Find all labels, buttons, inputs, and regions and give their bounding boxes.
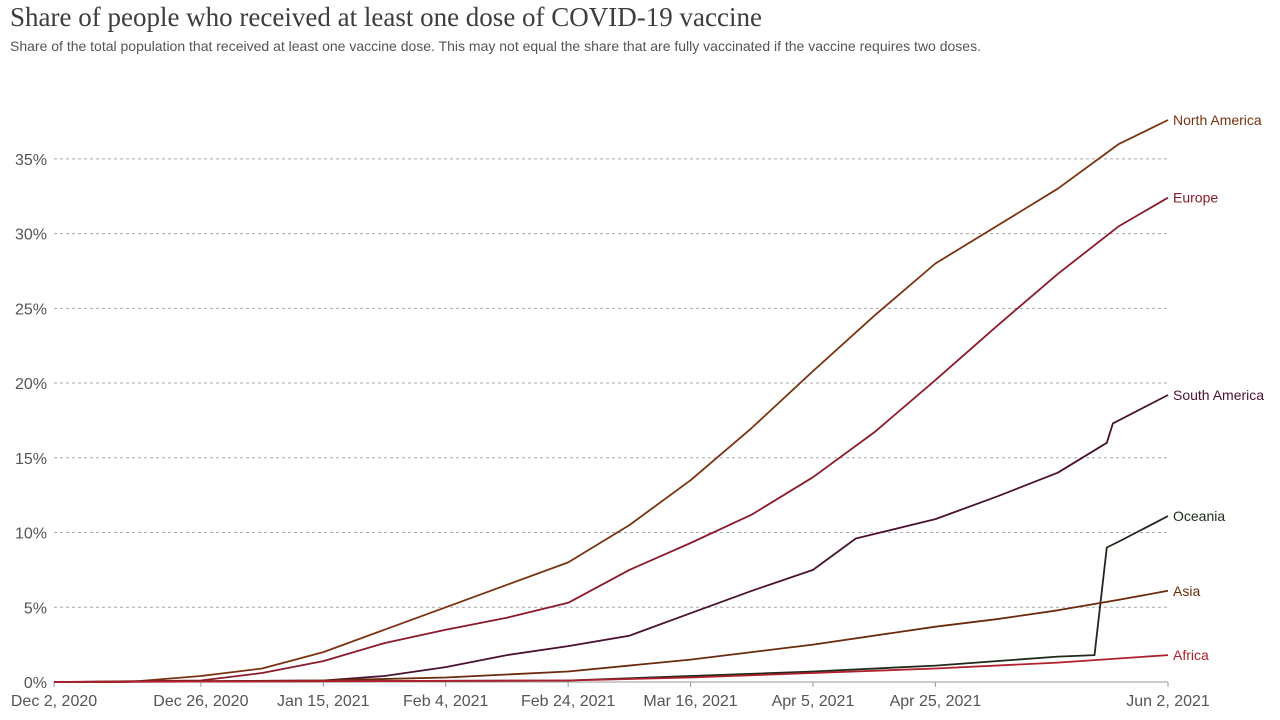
series-lines bbox=[53, 119, 1169, 683]
y-tick-label: 25% bbox=[15, 301, 47, 318]
series-line-europe bbox=[53, 196, 1169, 683]
series-label-africa: Africa bbox=[1173, 647, 1209, 663]
series-line-oceania bbox=[53, 515, 1169, 683]
x-tick-label: Apr 25, 2021 bbox=[890, 693, 982, 710]
x-tick-label: Feb 24, 2021 bbox=[521, 693, 615, 710]
y-tick-label: 35% bbox=[15, 152, 47, 169]
x-tick-label: Apr 5, 2021 bbox=[772, 693, 855, 710]
series-line-north-america bbox=[54, 119, 1169, 683]
series-line-asia bbox=[53, 589, 1169, 683]
x-tick-label: Dec 26, 2020 bbox=[153, 693, 248, 710]
series-label-south-america: South America bbox=[1173, 387, 1264, 403]
chart-subtitle: Share of the total population that recei… bbox=[10, 38, 981, 54]
y-tick-label: 5% bbox=[24, 600, 47, 617]
y-tick-label: 20% bbox=[15, 376, 47, 393]
y-tick-label: 30% bbox=[15, 227, 47, 244]
x-tick-label: Dec 2, 2020 bbox=[11, 693, 97, 710]
x-tick-label: Mar 16, 2021 bbox=[643, 693, 737, 710]
x-axis-ticks: Dec 2, 2020 Dec 26, 2020 Jan 15, 2021 Feb 4… bbox=[11, 682, 1210, 710]
y-axis-ticks: 0% 5% 10% 15% 20% 25% 30% 35% bbox=[15, 152, 47, 692]
series-label-asia: Asia bbox=[1173, 583, 1200, 599]
series-label-oceania: Oceania bbox=[1173, 508, 1225, 524]
series-label-north-america: North America bbox=[1173, 112, 1262, 128]
y-tick-label: 0% bbox=[24, 675, 47, 692]
y-tick-label: 15% bbox=[15, 451, 47, 468]
y-tick-label: 10% bbox=[15, 526, 47, 543]
gridlines bbox=[54, 158, 1168, 683]
x-tick-label: Feb 4, 2021 bbox=[403, 693, 489, 710]
series-line-africa bbox=[53, 654, 1169, 683]
series-label-europe: Europe bbox=[1173, 190, 1218, 206]
x-tick-label: Jan 15, 2021 bbox=[277, 693, 370, 710]
series-labels: North America Europe South America Oceania A… bbox=[1173, 112, 1264, 663]
chart-title: Share of people who received at least on… bbox=[10, 2, 762, 32]
series-line-south-america bbox=[53, 394, 1169, 683]
x-tick-label: Jun 2, 2021 bbox=[1126, 693, 1210, 710]
